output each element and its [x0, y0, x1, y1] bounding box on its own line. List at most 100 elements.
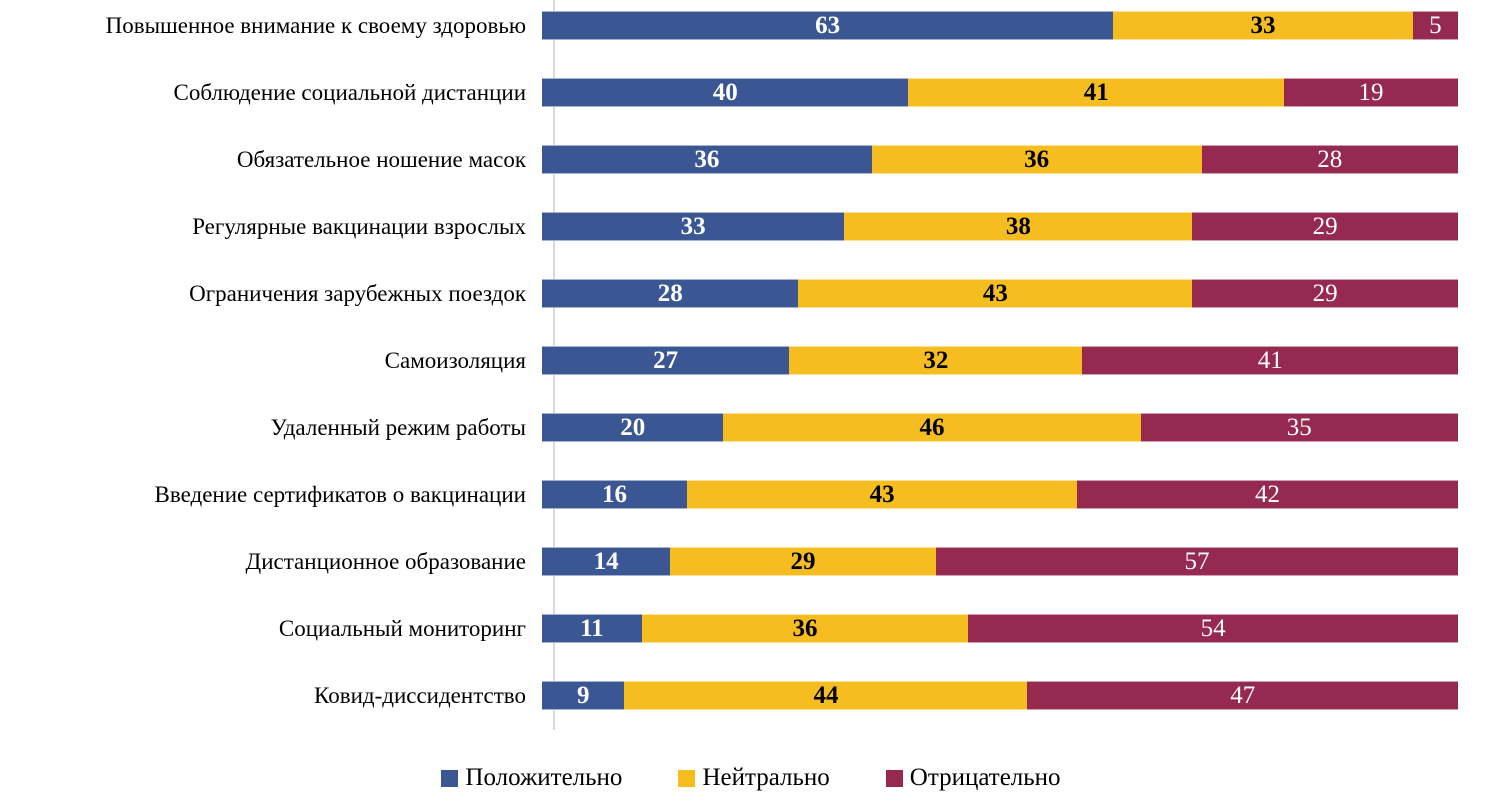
bar-segment-positive: 20	[542, 413, 724, 442]
bar-track: 9 44 47	[542, 681, 1458, 710]
value-label: 29	[790, 548, 816, 575]
value-label: 33	[1250, 12, 1276, 39]
category-label: Самоизоляция	[384, 347, 526, 373]
value-label: 35	[1286, 414, 1312, 441]
bar-segment-neutral: 36	[871, 145, 1202, 174]
legend-item: Нейтрально	[678, 764, 830, 792]
bar-segment-positive: 27	[542, 346, 790, 375]
chart-row: Дистанционное образование 14 29 57	[0, 528, 1502, 595]
value-label: 36	[694, 146, 720, 173]
value-label: 57	[1184, 548, 1210, 575]
bar-segment-negative: 35	[1140, 413, 1458, 442]
bar-segment-neutral: 32	[789, 346, 1083, 375]
value-label: 33	[680, 213, 706, 240]
legend-swatch-icon	[678, 769, 696, 787]
bar-segment-negative: 5	[1412, 11, 1458, 40]
bar-segment-neutral: 46	[723, 413, 1141, 442]
legend-item: Отрицательно	[885, 764, 1061, 792]
legend-swatch-icon	[441, 769, 459, 787]
bar-segment-negative: 42	[1077, 480, 1458, 509]
value-label: 63	[815, 12, 841, 39]
category-label: Ограничения зарубежных поездок	[189, 280, 526, 306]
chart-row: Регулярные вакцинации взрослых 33 38 29	[0, 193, 1502, 260]
bar-segment-neutral: 41	[908, 78, 1284, 107]
legend-item: Положительно	[441, 764, 622, 792]
bar-segment-negative: 41	[1082, 346, 1458, 375]
legend-label: Отрицательно	[909, 764, 1061, 791]
value-label: 5	[1429, 12, 1442, 39]
bar-segment-neutral: 44	[624, 681, 1028, 710]
bar-track: 36 36 28	[542, 145, 1459, 174]
category-label: Дистанционное образование	[245, 548, 526, 574]
value-label: 46	[919, 414, 945, 441]
value-label: 43	[869, 481, 895, 508]
bar-segment-neutral: 29	[670, 547, 936, 576]
bar-segment-negative: 57	[935, 547, 1458, 576]
bar-segment-neutral: 38	[844, 212, 1193, 241]
category-label: Удаленный режим работы	[270, 414, 526, 440]
bar-track: 16 43 42	[542, 480, 1458, 509]
value-label: 36	[1024, 146, 1050, 173]
value-label: 43	[982, 280, 1008, 307]
bar-track: 28 43 29	[542, 279, 1458, 308]
bar-track: 63 33 5	[542, 11, 1458, 40]
chart-row: Самоизоляция 27 32 41	[0, 327, 1502, 394]
chart-plot-area: Повышенное внимание к своему здоровью 63…	[0, 0, 1502, 729]
bar-segment-negative: 29	[1192, 212, 1458, 241]
value-label: 54	[1200, 615, 1226, 642]
chart-row: Соблюдение социальной дистанции 40 41 19	[0, 59, 1502, 126]
legend-label: Нейтрально	[702, 764, 830, 791]
bar-segment-neutral: 43	[687, 480, 1078, 509]
value-label: 38	[1005, 213, 1031, 240]
bar-segment-positive: 40	[542, 78, 909, 107]
value-label: 44	[813, 682, 839, 709]
value-label: 28	[1317, 146, 1343, 173]
bar-segment-positive: 16	[542, 480, 688, 509]
chart-row: Ковид-диссидентство 9 44 47	[0, 662, 1502, 729]
value-label: 47	[1230, 682, 1256, 709]
bar-track: 20 46 35	[542, 413, 1458, 442]
bar-segment-positive: 33	[542, 212, 845, 241]
bar-track: 33 38 29	[542, 212, 1458, 241]
value-label: 41	[1083, 79, 1109, 106]
category-label: Социальный мониторинг	[278, 615, 526, 641]
bar-track: 14 29 57	[542, 547, 1458, 576]
value-label: 29	[1312, 213, 1338, 240]
bar-segment-neutral: 43	[798, 279, 1193, 308]
bar-segment-positive: 36	[542, 145, 872, 174]
bar-segment-negative: 28	[1201, 145, 1459, 174]
value-label: 11	[580, 615, 604, 642]
chart-row: Социальный мониторинг 11 36 54	[0, 595, 1502, 662]
bar-segment-positive: 28	[542, 279, 799, 308]
category-label: Повышенное внимание к своему здоровью	[105, 12, 526, 38]
value-label: 40	[712, 79, 738, 106]
chart-row: Обязательное ношение масок 36 36 28	[0, 126, 1502, 193]
bar-segment-neutral: 36	[641, 614, 969, 643]
chart-row: Ограничения зарубежных поездок 28 43 29	[0, 260, 1502, 327]
bar-segment-neutral: 33	[1113, 11, 1413, 40]
bar-segment-negative: 29	[1192, 279, 1458, 308]
bar-segment-positive: 11	[542, 614, 642, 643]
category-label: Соблюдение социальной дистанции	[173, 79, 526, 105]
value-label: 9	[576, 682, 590, 709]
value-label: 36	[792, 615, 818, 642]
bar-track: 27 32 41	[542, 346, 1458, 375]
chart-row: Повышенное внимание к своему здоровью 63…	[0, 0, 1502, 59]
legend-label: Положительно	[465, 764, 623, 791]
value-label: 29	[1312, 280, 1338, 307]
chart-row: Удаленный режим работы 20 46 35	[0, 394, 1502, 461]
legend-swatch-icon	[885, 769, 903, 787]
bar-segment-positive: 63	[542, 11, 1114, 40]
value-label: 28	[657, 280, 683, 307]
bar-segment-positive: 14	[542, 547, 671, 576]
value-label: 16	[602, 481, 628, 508]
bar-track: 11 36 54	[542, 614, 1459, 643]
bar-segment-positive: 9	[542, 681, 625, 710]
value-label: 20	[620, 414, 646, 441]
bar-segment-negative: 19	[1283, 78, 1459, 107]
bar-track: 40 41 19	[542, 78, 1459, 107]
value-label: 14	[593, 548, 619, 575]
value-label: 19	[1358, 79, 1384, 106]
value-label: 27	[653, 347, 679, 374]
